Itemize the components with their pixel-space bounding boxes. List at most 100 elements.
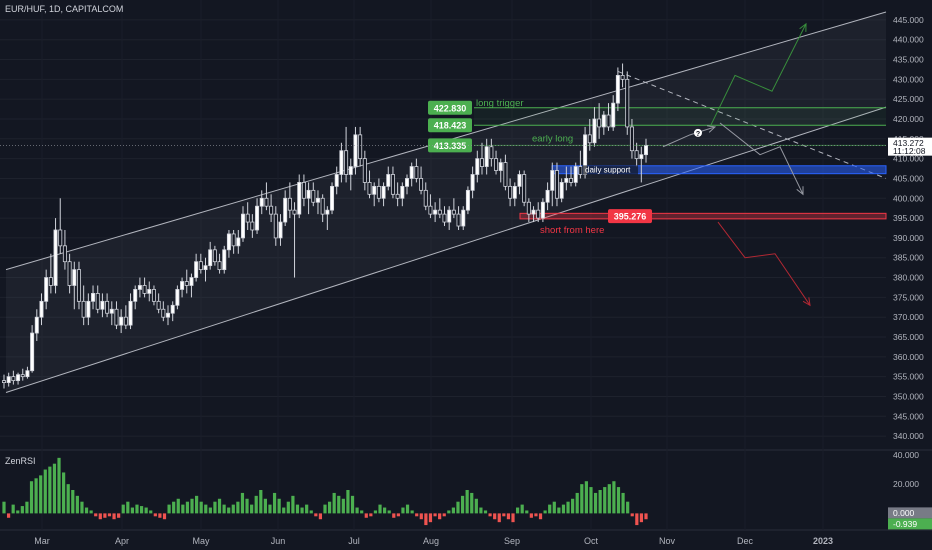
price-tick-label: 420.000 — [893, 114, 924, 124]
rsi-bar-negative — [103, 513, 107, 518]
rsi-bar-positive — [552, 501, 556, 514]
rsi-bar-positive — [557, 507, 561, 514]
rsi-bar-positive — [240, 492, 245, 514]
rsi-bar-positive — [227, 507, 231, 514]
daily-support-label: daily support — [585, 166, 631, 175]
candle-up — [39, 300, 44, 318]
price-axis: 445.000 440.000 435.000 430.000 425.000 420.0… — [888, 15, 932, 530]
time-tick-label: Nov — [659, 536, 676, 546]
rsi-bar-positive — [410, 510, 414, 514]
rsi-bar-positive — [483, 510, 488, 514]
rsi-bar-positive — [327, 501, 332, 514]
bearish-projection-arrow-1 — [719, 122, 804, 195]
candle-up — [409, 166, 414, 179]
rsi-bar-positive — [286, 501, 290, 514]
candle-down — [367, 182, 372, 195]
rsi-bar-positive — [199, 501, 203, 514]
rsi-bar-negative — [433, 513, 437, 517]
daily-support-label-bg — [582, 165, 638, 175]
candle-up — [255, 205, 260, 231]
time-axis: Mar Apr May Jun Jul Aug Sep Oct Nov Dec 2023 — [34, 536, 833, 546]
time-tick-label: Apr — [115, 536, 129, 546]
candle-up — [180, 281, 185, 290]
candle-down — [105, 300, 110, 314]
rsi-bar-positive — [2, 501, 6, 514]
candle-down — [536, 209, 541, 219]
candle-down — [212, 249, 217, 263]
rsi-bar-positive — [89, 510, 93, 514]
rsi-bar-positive — [181, 504, 185, 514]
candle-up — [447, 209, 452, 223]
rsi-bar-positive — [149, 510, 153, 514]
candle-up — [34, 316, 39, 334]
bearish-projection-arrow-1-head — [796, 186, 804, 196]
bullish-projection-arrow — [709, 23, 807, 128]
level-418-price-tag: 418.423 — [434, 121, 467, 131]
rsi-bar-negative — [635, 513, 639, 526]
rsi-bar-positive — [387, 510, 391, 514]
rsi-bar-positive — [305, 504, 309, 514]
candle-up — [339, 150, 344, 175]
rsi-tick-label: 20.000 — [893, 479, 919, 489]
rsi-bar-positive — [29, 481, 34, 514]
candle-up — [512, 185, 517, 199]
candle-down — [606, 114, 611, 128]
candle-up — [615, 74, 620, 104]
rsi-bar-positive — [250, 504, 254, 514]
candle-up — [540, 201, 545, 219]
rsi-bar-negative — [529, 513, 533, 518]
candle-down — [114, 308, 119, 326]
rsi-bar-negative — [424, 513, 428, 526]
candle-down — [442, 213, 447, 223]
time-tick-label: May — [192, 536, 210, 546]
rsi-bar-negative — [364, 513, 368, 518]
rsi-bar-negative — [538, 513, 543, 520]
price-tick-label: 365.000 — [893, 332, 924, 342]
rsi-bar-positive — [16, 510, 20, 514]
rsi-bar-negative — [639, 513, 644, 523]
candle-down — [250, 221, 255, 231]
rsi-last-tag — [888, 518, 932, 530]
price-tick-label: 370.000 — [893, 312, 924, 322]
candle-down — [423, 189, 428, 207]
rsi-bar-positive — [598, 490, 602, 514]
candle-up — [564, 178, 569, 183]
rsi-bar-positive — [75, 495, 79, 514]
rsi-bar-positive — [126, 501, 130, 514]
rsi-bar-negative — [493, 513, 497, 520]
candle-down — [292, 209, 297, 215]
rsi-bar-positive — [295, 504, 300, 514]
candle-down — [597, 118, 602, 128]
candle-up — [644, 145, 649, 156]
price-tick-label: 350.000 — [893, 391, 924, 401]
rsi-bar-positive — [254, 495, 258, 514]
rsi-bar-negative — [419, 513, 423, 520]
candle-up — [175, 289, 180, 306]
rsi-bar-negative — [428, 513, 433, 523]
rsi-bar-positive — [612, 481, 616, 514]
candle-down — [273, 213, 278, 239]
candle-down — [311, 189, 316, 203]
rsi-bar-negative — [392, 513, 396, 518]
rsi-bar-negative — [153, 513, 157, 517]
candle-down — [362, 158, 367, 183]
rsi-bar-positive — [277, 498, 281, 514]
rsi-bar-positive — [11, 504, 15, 514]
candle-up — [465, 189, 470, 211]
rsi-bar-positive — [323, 504, 327, 514]
rsi-bar-positive — [360, 510, 364, 514]
indicator-title: ZenRSI — [5, 456, 36, 466]
rsi-bar-positive — [208, 507, 212, 514]
candle-down — [522, 174, 527, 203]
question-mark: ? — [696, 131, 700, 138]
rsi-bar-positive — [593, 492, 598, 514]
candle-down — [376, 185, 381, 199]
candle-up — [611, 102, 616, 128]
rsi-bar-positive — [616, 487, 621, 514]
candle-up — [386, 174, 391, 187]
rsi-bar-positive — [516, 507, 520, 514]
rsi-bar-negative — [369, 513, 373, 517]
rsi-bar-negative — [318, 513, 323, 520]
candle-down — [67, 261, 72, 286]
rsi-bar-positive — [405, 504, 410, 514]
